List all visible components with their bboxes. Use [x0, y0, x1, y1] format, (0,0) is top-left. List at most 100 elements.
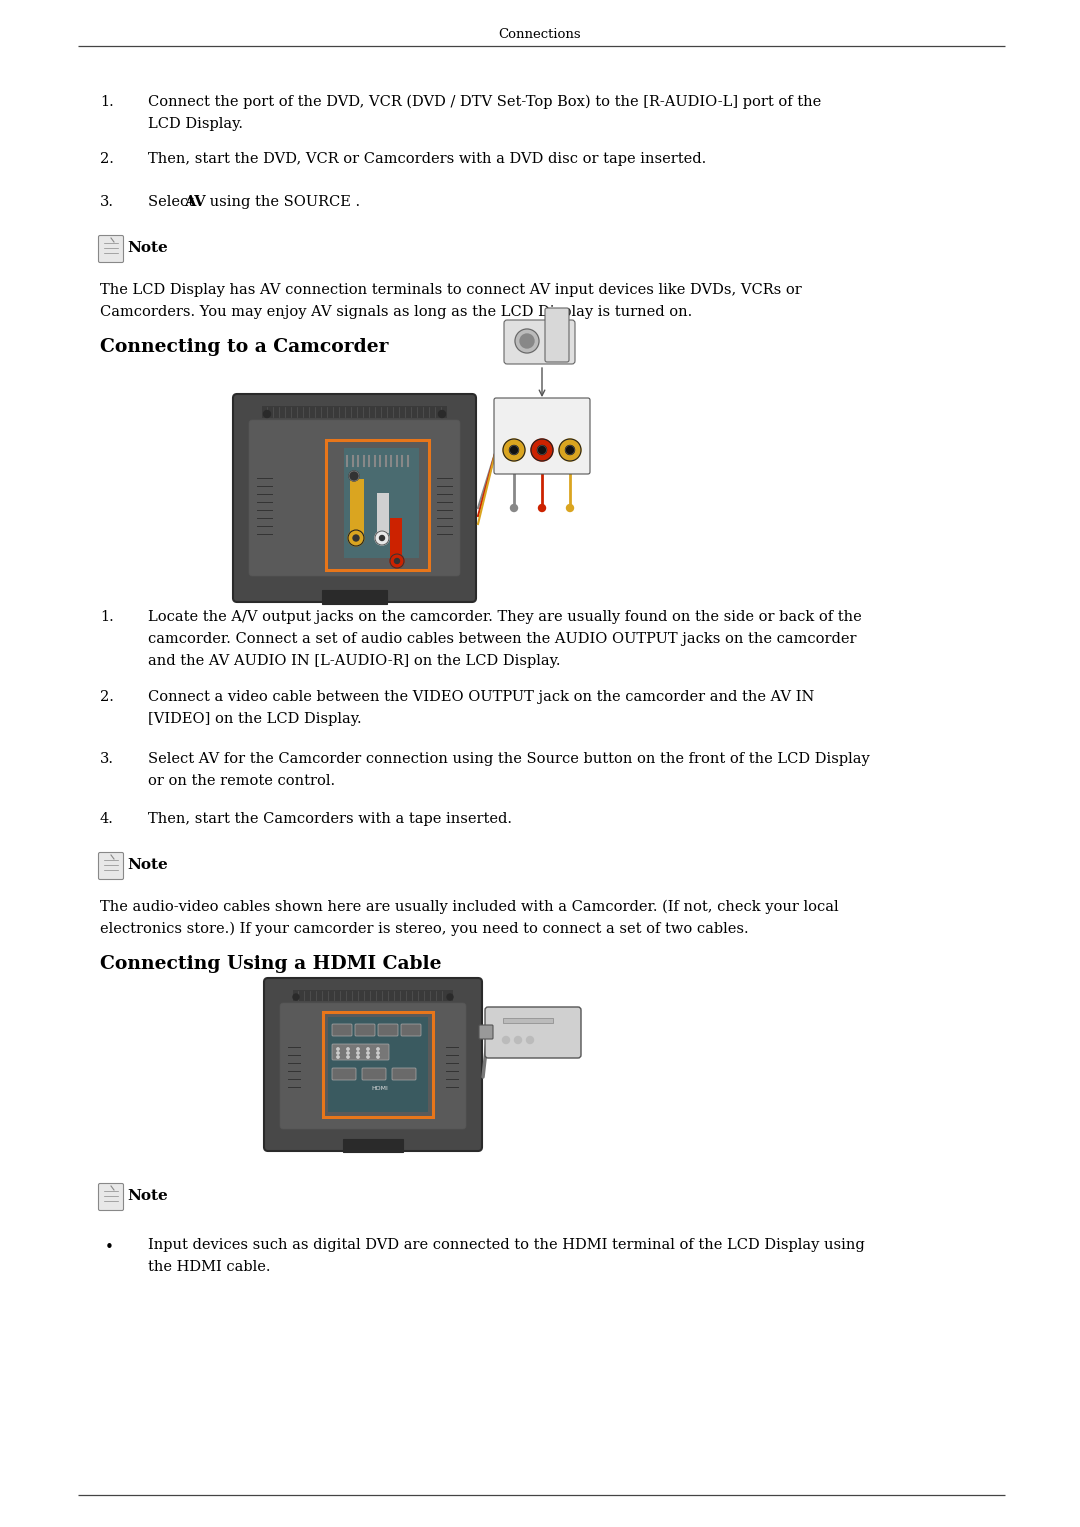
Text: Connect a video cable between the VIDEO OUTPUT jack on the camcorder and the AV : Connect a video cable between the VIDEO … [148, 690, 814, 704]
Circle shape [377, 1048, 379, 1051]
Text: Note: Note [127, 1190, 167, 1203]
Text: Select: Select [148, 195, 199, 209]
Circle shape [567, 504, 573, 512]
Text: 2.: 2. [100, 690, 113, 704]
Bar [377, 493, 389, 533]
Bar [323, 1012, 433, 1116]
Text: AUDIO: AUDIO [510, 420, 535, 429]
Circle shape [447, 994, 453, 1000]
FancyBboxPatch shape [504, 321, 575, 363]
FancyBboxPatch shape [355, 1025, 375, 1035]
Text: The audio-video cables shown here are usually included with a Camcorder. (If not: The audio-video cables shown here are us… [100, 899, 839, 915]
Circle shape [348, 530, 364, 547]
Text: •: • [105, 1240, 113, 1255]
Text: AV: AV [184, 195, 205, 209]
Circle shape [519, 334, 534, 348]
Circle shape [375, 531, 389, 545]
FancyBboxPatch shape [392, 1067, 416, 1080]
FancyBboxPatch shape [485, 1006, 581, 1058]
Circle shape [527, 1037, 534, 1043]
Circle shape [356, 1055, 360, 1058]
Text: Connecting Using a HDMI Cable: Connecting Using a HDMI Cable [100, 954, 442, 973]
FancyBboxPatch shape [332, 1025, 352, 1035]
Text: Select AV for the Camcorder connection using the Source button on the front of t: Select AV for the Camcorder connection u… [148, 751, 869, 767]
Text: Then, start the DVD, VCR or Camcorders with a DVD disc or tape inserted.: Then, start the DVD, VCR or Camcorders w… [148, 153, 706, 166]
Circle shape [347, 1048, 349, 1051]
Circle shape [356, 1048, 360, 1051]
Circle shape [502, 1037, 510, 1043]
Text: electronics store.) If your camcorder is stereo, you need to connect a set of tw: electronics store.) If your camcorder is… [100, 922, 748, 936]
Text: Connecting to a Camcorder: Connecting to a Camcorder [100, 337, 389, 356]
Circle shape [390, 554, 404, 568]
FancyBboxPatch shape [264, 977, 482, 1151]
FancyBboxPatch shape [332, 1067, 356, 1080]
Text: Connect the port of the DVD, VCR (DVD / DTV Set-Top Box) to the [R-AUDIO-L] port: Connect the port of the DVD, VCR (DVD / … [148, 95, 821, 110]
FancyBboxPatch shape [98, 235, 123, 263]
Text: or on the remote control.: or on the remote control. [148, 774, 335, 788]
FancyBboxPatch shape [401, 1025, 421, 1035]
Circle shape [356, 1052, 360, 1054]
Bar [326, 440, 429, 570]
Text: VIDEO: VIDEO [552, 420, 576, 429]
Bar [345, 447, 419, 557]
Circle shape [367, 1048, 369, 1051]
Text: [VIDEO] on the LCD Display.: [VIDEO] on the LCD Display. [148, 712, 362, 725]
Bar [390, 518, 402, 557]
Circle shape [514, 1037, 522, 1043]
FancyBboxPatch shape [378, 1025, 399, 1035]
Text: The LCD Display has AV connection terminals to connect AV input devices like DVD: The LCD Display has AV connection termin… [100, 282, 801, 296]
FancyBboxPatch shape [480, 1025, 492, 1038]
Text: Connections: Connections [499, 27, 581, 41]
Circle shape [347, 1055, 349, 1058]
Circle shape [367, 1055, 369, 1058]
FancyBboxPatch shape [233, 394, 476, 602]
Circle shape [539, 504, 545, 512]
Circle shape [337, 1048, 339, 1051]
Bar [322, 589, 387, 605]
FancyBboxPatch shape [98, 852, 123, 880]
FancyBboxPatch shape [362, 1067, 386, 1080]
FancyBboxPatch shape [332, 1044, 389, 1060]
Circle shape [377, 1052, 379, 1054]
FancyBboxPatch shape [494, 399, 590, 473]
Text: Locate the A/V output jacks on the camcorder. They are usually found on the side: Locate the A/V output jacks on the camco… [148, 609, 862, 625]
Circle shape [379, 536, 384, 541]
FancyBboxPatch shape [545, 308, 569, 362]
Circle shape [394, 559, 400, 563]
Circle shape [264, 411, 270, 417]
Bar [293, 989, 453, 1002]
Circle shape [503, 438, 525, 461]
Text: LCD Display.: LCD Display. [148, 118, 243, 131]
Bar [503, 1019, 553, 1023]
Text: 1.: 1. [100, 609, 113, 625]
Circle shape [510, 446, 518, 455]
Text: Then, start the Camcorders with a tape inserted.: Then, start the Camcorders with a tape i… [148, 812, 512, 826]
Bar [262, 406, 447, 418]
Text: Camcorders. You may enjoy AV signals as long as the LCD Display is turned on.: Camcorders. You may enjoy AV signals as … [100, 305, 692, 319]
Text: 3.: 3. [100, 195, 114, 209]
Text: Input devices such as digital DVD are connected to the HDMI terminal of the LCD : Input devices such as digital DVD are co… [148, 1238, 865, 1252]
Bar [328, 1017, 428, 1112]
Text: 3.: 3. [100, 751, 114, 767]
Text: Note: Note [127, 858, 167, 872]
Circle shape [337, 1052, 339, 1054]
Text: and the AV AUDIO IN [L-AUDIO-R] on the LCD Display.: and the AV AUDIO IN [L-AUDIO-R] on the L… [148, 654, 561, 667]
Circle shape [377, 1055, 379, 1058]
Text: camcorder. Connect a set of audio cables between the AUDIO OUTPUT jacks on the c: camcorder. Connect a set of audio cables… [148, 632, 856, 646]
Circle shape [559, 438, 581, 461]
Text: 1.: 1. [100, 95, 113, 108]
Circle shape [349, 470, 359, 481]
Circle shape [353, 534, 359, 541]
Text: 2.: 2. [100, 153, 113, 166]
Circle shape [515, 328, 539, 353]
Circle shape [438, 411, 446, 417]
Circle shape [347, 1052, 349, 1054]
Circle shape [337, 1055, 339, 1058]
FancyBboxPatch shape [280, 1003, 465, 1128]
Text: the HDMI cable.: the HDMI cable. [148, 1260, 270, 1274]
Circle shape [293, 994, 299, 1000]
FancyBboxPatch shape [249, 420, 460, 576]
Text: using the SOURCE .: using the SOURCE . [205, 195, 360, 209]
Circle shape [531, 438, 553, 461]
Text: HDMI: HDMI [372, 1087, 389, 1092]
